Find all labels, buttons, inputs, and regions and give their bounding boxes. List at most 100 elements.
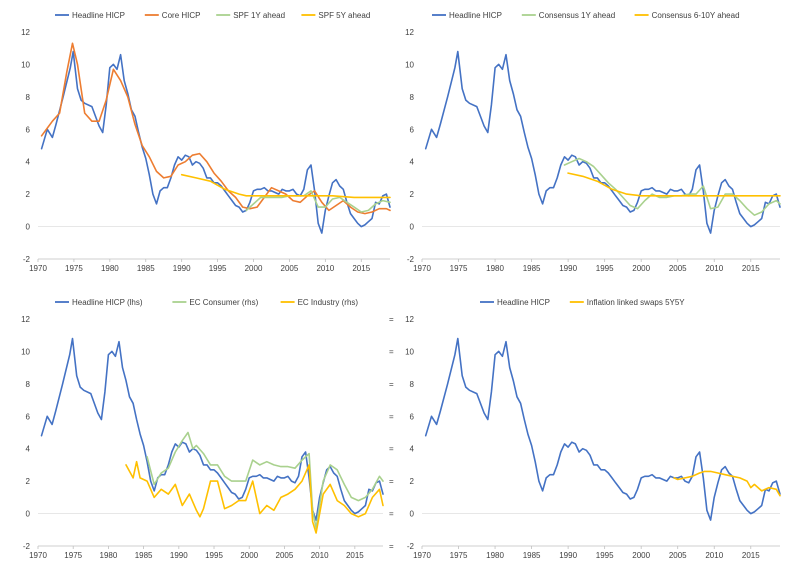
right-y-tick-mark: = <box>389 445 394 454</box>
right-y-tick-mark: = <box>389 412 394 421</box>
legend-label: EC Industry (rhs) <box>298 298 359 307</box>
y-tick-label: 12 <box>21 315 30 324</box>
x-tick-label: 1970 <box>413 264 431 273</box>
y-tick-label: 6 <box>410 125 415 134</box>
chart-panel-4: -2 0 2 4 6 8 10 12 1970 1975 1980 1985 1990 1995 2000 2… <box>405 298 781 560</box>
y-tick-label: 6 <box>26 125 31 134</box>
legend-entry: Consensus 1Y ahead <box>521 11 615 20</box>
y-tick-label: -2 <box>23 255 31 264</box>
legend-label: Consensus 6-10Y ahead <box>652 11 740 20</box>
y-tick-label: 0 <box>410 223 415 232</box>
y-tick-label: 4 <box>26 445 31 454</box>
x-tick-label: 2000 <box>245 264 263 273</box>
y-tick-label: 0 <box>410 510 415 519</box>
y-tick-label: 2 <box>410 190 415 199</box>
x-tick-label: 1970 <box>29 551 47 560</box>
y-tick-label: 12 <box>21 28 30 37</box>
x-tick-label: 1985 <box>135 551 153 560</box>
x-tick-label: 1975 <box>450 551 468 560</box>
x-tick-label: 1980 <box>101 264 119 273</box>
x-tick-label: 1985 <box>523 264 541 273</box>
series-line-headline-hicp <box>40 50 391 234</box>
x-tick-label: 1980 <box>486 264 504 273</box>
y-tick-label: 8 <box>410 380 415 389</box>
x-tick-label: 1975 <box>65 264 83 273</box>
x-tick-label: 2000 <box>240 551 258 560</box>
y-tick-label: 2 <box>410 477 415 486</box>
x-tick-label: 1980 <box>100 551 118 560</box>
y-tick-label: -2 <box>23 542 31 551</box>
legend-entry: EC Consumer (rhs) <box>172 298 259 307</box>
legend-label: Inflation linked swaps 5Y5Y <box>587 298 686 307</box>
x-tick-label: 2015 <box>352 264 370 273</box>
y-tick-label: 10 <box>405 60 414 69</box>
x-tick-label: 2015 <box>346 551 364 560</box>
x-tick-label: 1970 <box>413 551 431 560</box>
y-tick-label: 4 <box>26 158 31 167</box>
series-line-ec-consumer-rhs- <box>146 431 384 530</box>
y-tick-label: 0 <box>26 510 31 519</box>
legend-label: Headline HICP <box>449 11 502 20</box>
series-line-consensus-6-10y-ahead <box>567 172 781 197</box>
x-tick-label: 2005 <box>669 264 687 273</box>
x-tick-label: 1995 <box>209 264 227 273</box>
x-tick-label: 2005 <box>281 264 299 273</box>
x-tick-label: 1995 <box>596 551 614 560</box>
legend-label: Headline HICP <box>497 298 550 307</box>
y-tick-label: 8 <box>26 380 31 389</box>
chart-panel-3: -2 = 0 = 2 = 4 = 6 = 8 = 10 = 12 = 1970 1975 1980 1985 1990 1… <box>21 298 394 560</box>
series-line-spf-5y-ahead <box>180 173 391 199</box>
chart-panel-2: -2 0 2 4 6 8 10 12 1970 1975 1980 1985 1990 1995 2000 2… <box>405 11 781 273</box>
legend-label: Headline HICP (lhs) <box>72 298 143 307</box>
legend-entry: Headline HICP <box>55 11 125 20</box>
right-y-tick-mark: = <box>389 315 394 324</box>
y-tick-label: 6 <box>410 412 415 421</box>
right-y-tick-mark: = <box>389 477 394 486</box>
legend-label: Headline HICP <box>72 11 125 20</box>
x-tick-label: 2000 <box>632 264 650 273</box>
x-tick-label: 1975 <box>450 264 468 273</box>
y-tick-label: 10 <box>21 60 30 69</box>
right-y-tick-mark: = <box>389 347 394 356</box>
legend-entry: SPF 1Y ahead <box>216 11 285 20</box>
x-tick-label: 1990 <box>559 264 577 273</box>
legend-entry: SPF 5Y ahead <box>301 11 370 20</box>
series-line-headline-hicp <box>424 50 781 234</box>
right-y-tick-mark: = <box>389 510 394 519</box>
series-line-consensus-1y-ahead <box>563 157 781 216</box>
x-tick-label: 1995 <box>596 264 614 273</box>
series-line-core-hicp <box>40 42 391 215</box>
x-tick-label: 2010 <box>705 551 723 560</box>
x-tick-label: 1970 <box>29 264 47 273</box>
y-tick-label: 6 <box>26 412 31 421</box>
legend-entry: Headline HICP (lhs) <box>55 298 143 307</box>
y-tick-label: 0 <box>26 223 31 232</box>
series-line-headline-hicp-lhs- <box>40 337 384 521</box>
legend-label: EC Consumer (rhs) <box>189 298 258 307</box>
y-tick-label: 10 <box>405 347 414 356</box>
y-tick-label: 12 <box>405 28 414 37</box>
legend-entry: Consensus 6-10Y ahead <box>634 11 740 20</box>
x-tick-label: 1995 <box>205 551 223 560</box>
series-line-inflation-linked-swaps-5y5y <box>673 470 781 497</box>
series-line-ec-industry-rhs- <box>125 460 384 534</box>
y-tick-label: 8 <box>410 93 415 102</box>
x-tick-label: 1975 <box>64 551 82 560</box>
y-tick-label: 4 <box>410 445 415 454</box>
x-tick-label: 1985 <box>137 264 155 273</box>
x-tick-label: 2015 <box>742 264 760 273</box>
x-tick-label: 2005 <box>276 551 294 560</box>
x-tick-label: 1980 <box>486 551 504 560</box>
y-tick-label: 10 <box>21 347 30 356</box>
x-tick-label: 1990 <box>170 551 188 560</box>
x-tick-label: 2015 <box>742 551 760 560</box>
y-tick-label: -2 <box>407 255 415 264</box>
x-tick-label: 2005 <box>669 551 687 560</box>
y-tick-label: 12 <box>405 315 414 324</box>
x-tick-label: 2010 <box>316 264 334 273</box>
y-tick-label: 2 <box>26 477 31 486</box>
right-y-tick-mark: = <box>389 542 394 551</box>
series-line-headline-hicp <box>424 337 781 521</box>
x-tick-label: 2010 <box>311 551 329 560</box>
